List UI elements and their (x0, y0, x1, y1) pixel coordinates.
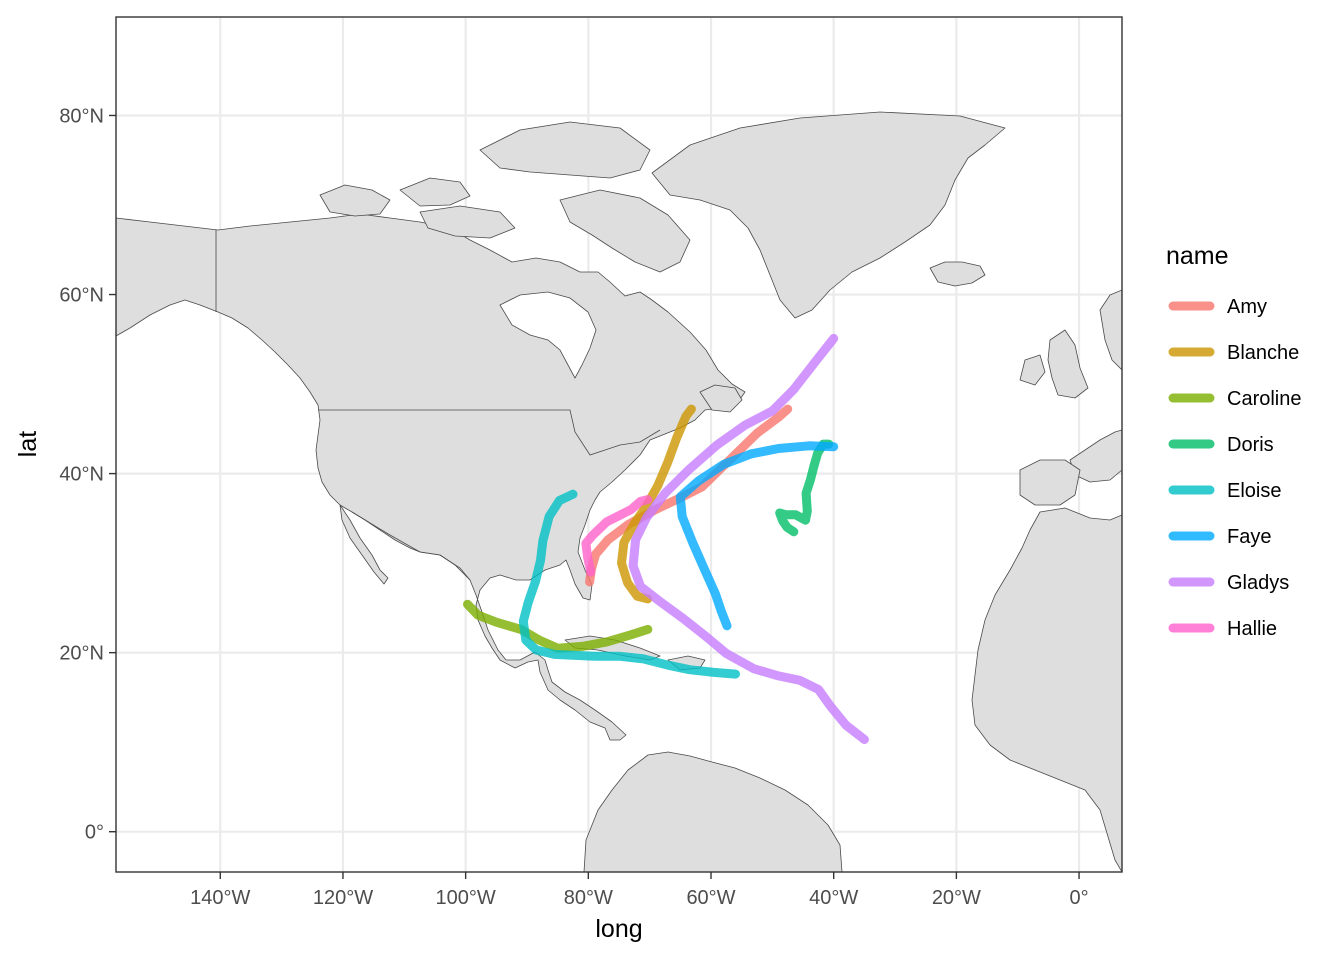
x-tick-label-3: 80°W (564, 887, 613, 909)
legend-label-amy: Amy (1227, 296, 1267, 318)
y-tick-label-1: 20°N (59, 643, 104, 665)
x-axis-title: long (595, 915, 642, 943)
x-tick-label-4: 60°W (686, 887, 735, 909)
track-eloise (518, 489, 740, 679)
land-arctic-island-2 (399, 177, 471, 207)
legend-label-faye: Faye (1227, 526, 1271, 548)
x-tick-label-5: 40°W (809, 887, 858, 909)
axes: 140°W 120°W 100°W 80°W 60°W 40°W 20°W 0° 0° 20°N 4… (59, 105, 1088, 909)
x-tick-label-6: 20°W (932, 887, 981, 909)
land-baffin-island (559, 189, 691, 273)
border-us-canada (318, 409, 661, 456)
legend-label-hallie: Hallie (1227, 618, 1277, 640)
legend-label-gladys: Gladys (1227, 572, 1289, 594)
y-tick-label-0: 0° (85, 822, 104, 844)
water-hudson-bay (499, 291, 597, 379)
land-iceland (929, 261, 986, 287)
track-faye (675, 441, 839, 631)
track-caroline (463, 599, 653, 653)
legend-title: name (1166, 242, 1229, 270)
y-axis-title: lat (14, 431, 42, 457)
land-victoria-island (419, 205, 516, 239)
land-europe (1069, 429, 1122, 483)
border-us-mexico (351, 511, 471, 581)
legend-label-blanche: Blanche (1227, 342, 1299, 364)
track-gladys (628, 333, 869, 744)
land-greenland (651, 111, 1006, 319)
land-arctic-island-1 (319, 184, 391, 217)
x-tick-label-0: 140°W (190, 887, 250, 909)
track-blanche (617, 404, 696, 604)
basemap (116, 111, 1122, 872)
land-south-america (583, 751, 843, 872)
hurricane-tracks (463, 333, 869, 744)
x-tick-label-1: 120°W (313, 887, 373, 909)
land-baja (339, 504, 389, 585)
x-tick-label-7: 0° (1069, 887, 1088, 909)
land-ellesmere (479, 121, 651, 179)
y-tick-label-4: 80°N (59, 105, 104, 127)
y-tick-label-3: 60°N (59, 285, 104, 307)
track-doris (775, 439, 834, 537)
track-amy (585, 404, 793, 587)
legend-label-caroline: Caroline (1227, 388, 1301, 410)
y-tick-label-2: 40°N (59, 464, 104, 486)
legend: name Amy Blanche Caroline Doris Eloise Faye Gl… (1166, 242, 1301, 640)
land-iberia (1019, 459, 1081, 506)
plot-border (115, 16, 1123, 873)
land-britain (1047, 329, 1089, 399)
x-tick-label-2: 100°W (436, 887, 496, 909)
legend-label-doris: Doris (1227, 434, 1274, 456)
land-scandinavia (1099, 289, 1122, 371)
track-hallie (581, 495, 653, 577)
land-africa (971, 507, 1122, 872)
land-ireland (1019, 354, 1046, 386)
land-newfoundland (699, 384, 743, 413)
legend-label-eloise: Eloise (1227, 480, 1281, 502)
